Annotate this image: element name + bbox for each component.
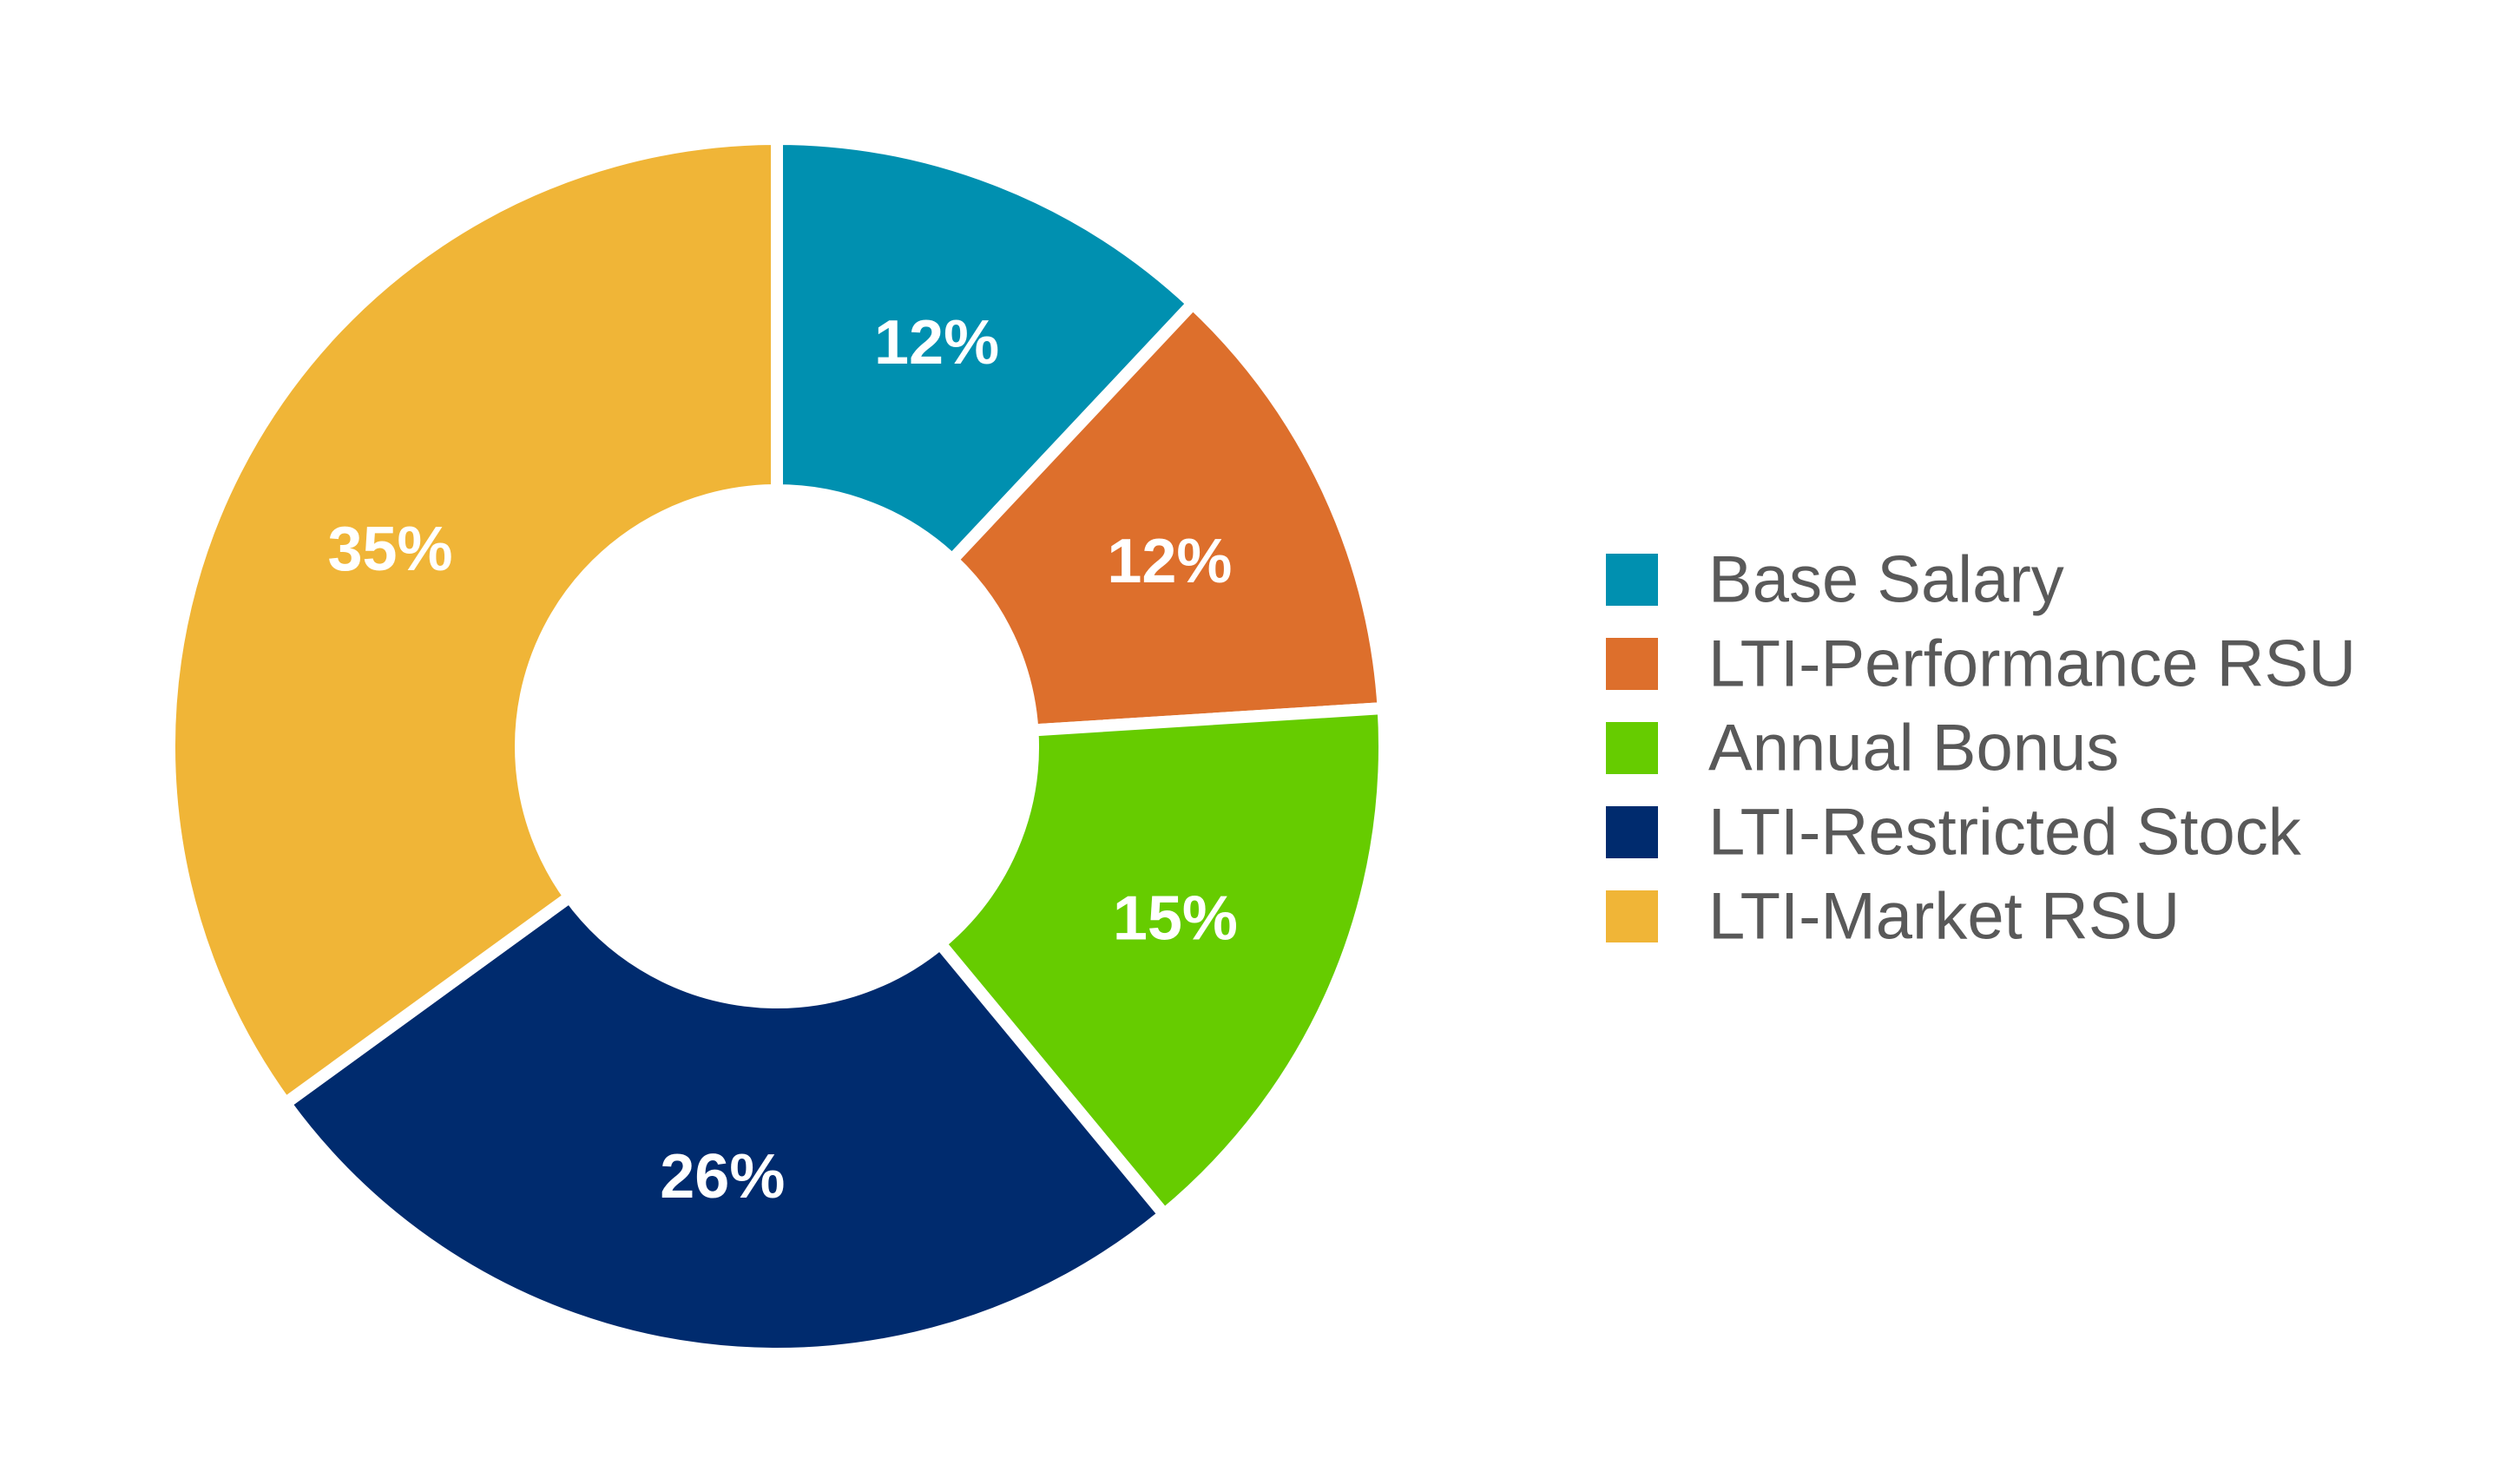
legend-label: Annual Bonus — [1708, 712, 2119, 785]
slice-label-lti-performance-rsu: 12% — [1107, 527, 1232, 596]
slice-label-lti-market-rsu: 35% — [327, 515, 452, 584]
legend-swatch — [1606, 722, 1658, 774]
slice-label-annual-bonus: 15% — [1113, 884, 1238, 954]
legend-swatch — [1606, 554, 1658, 606]
slice-label-base-salary: 12% — [874, 308, 999, 378]
donut-slices — [163, 132, 1391, 1361]
legend-swatch — [1606, 806, 1658, 858]
slice-lti-performance-rsu — [944, 294, 1391, 737]
slice-labels: 12% 12% 15% 26% 35% — [327, 308, 1237, 1211]
slice-label-lti-restricted-stock: 26% — [660, 1142, 785, 1211]
legend-item-lti-market-rsu: LTI-Market RSU — [1606, 880, 2180, 954]
slice-lti-market-rsu — [163, 132, 783, 1113]
legend-item-lti-performance-rsu: LTI-Performance RSU — [1606, 627, 2356, 701]
legend-swatch — [1606, 890, 1658, 942]
legend: Base Salary LTI-Performance RSU Annual Bon… — [1606, 543, 2356, 954]
legend-label: LTI-Restricted Stock — [1708, 796, 2302, 870]
legend-swatch — [1606, 638, 1658, 690]
legend-label: LTI-Performance RSU — [1708, 627, 2356, 701]
slice-annual-bonus — [931, 701, 1391, 1224]
legend-label: LTI-Market RSU — [1708, 880, 2180, 954]
legend-item-annual-bonus: Annual Bonus — [1606, 712, 2119, 785]
legend-item-base-salary: Base Salary — [1606, 543, 2064, 617]
legend-item-lti-restricted-stock: LTI-Restricted Stock — [1606, 796, 2302, 870]
slice-lti-restricted-stock — [276, 888, 1174, 1361]
legend-label: Base Salary — [1708, 543, 2064, 617]
slice-base-salary — [771, 132, 1202, 568]
